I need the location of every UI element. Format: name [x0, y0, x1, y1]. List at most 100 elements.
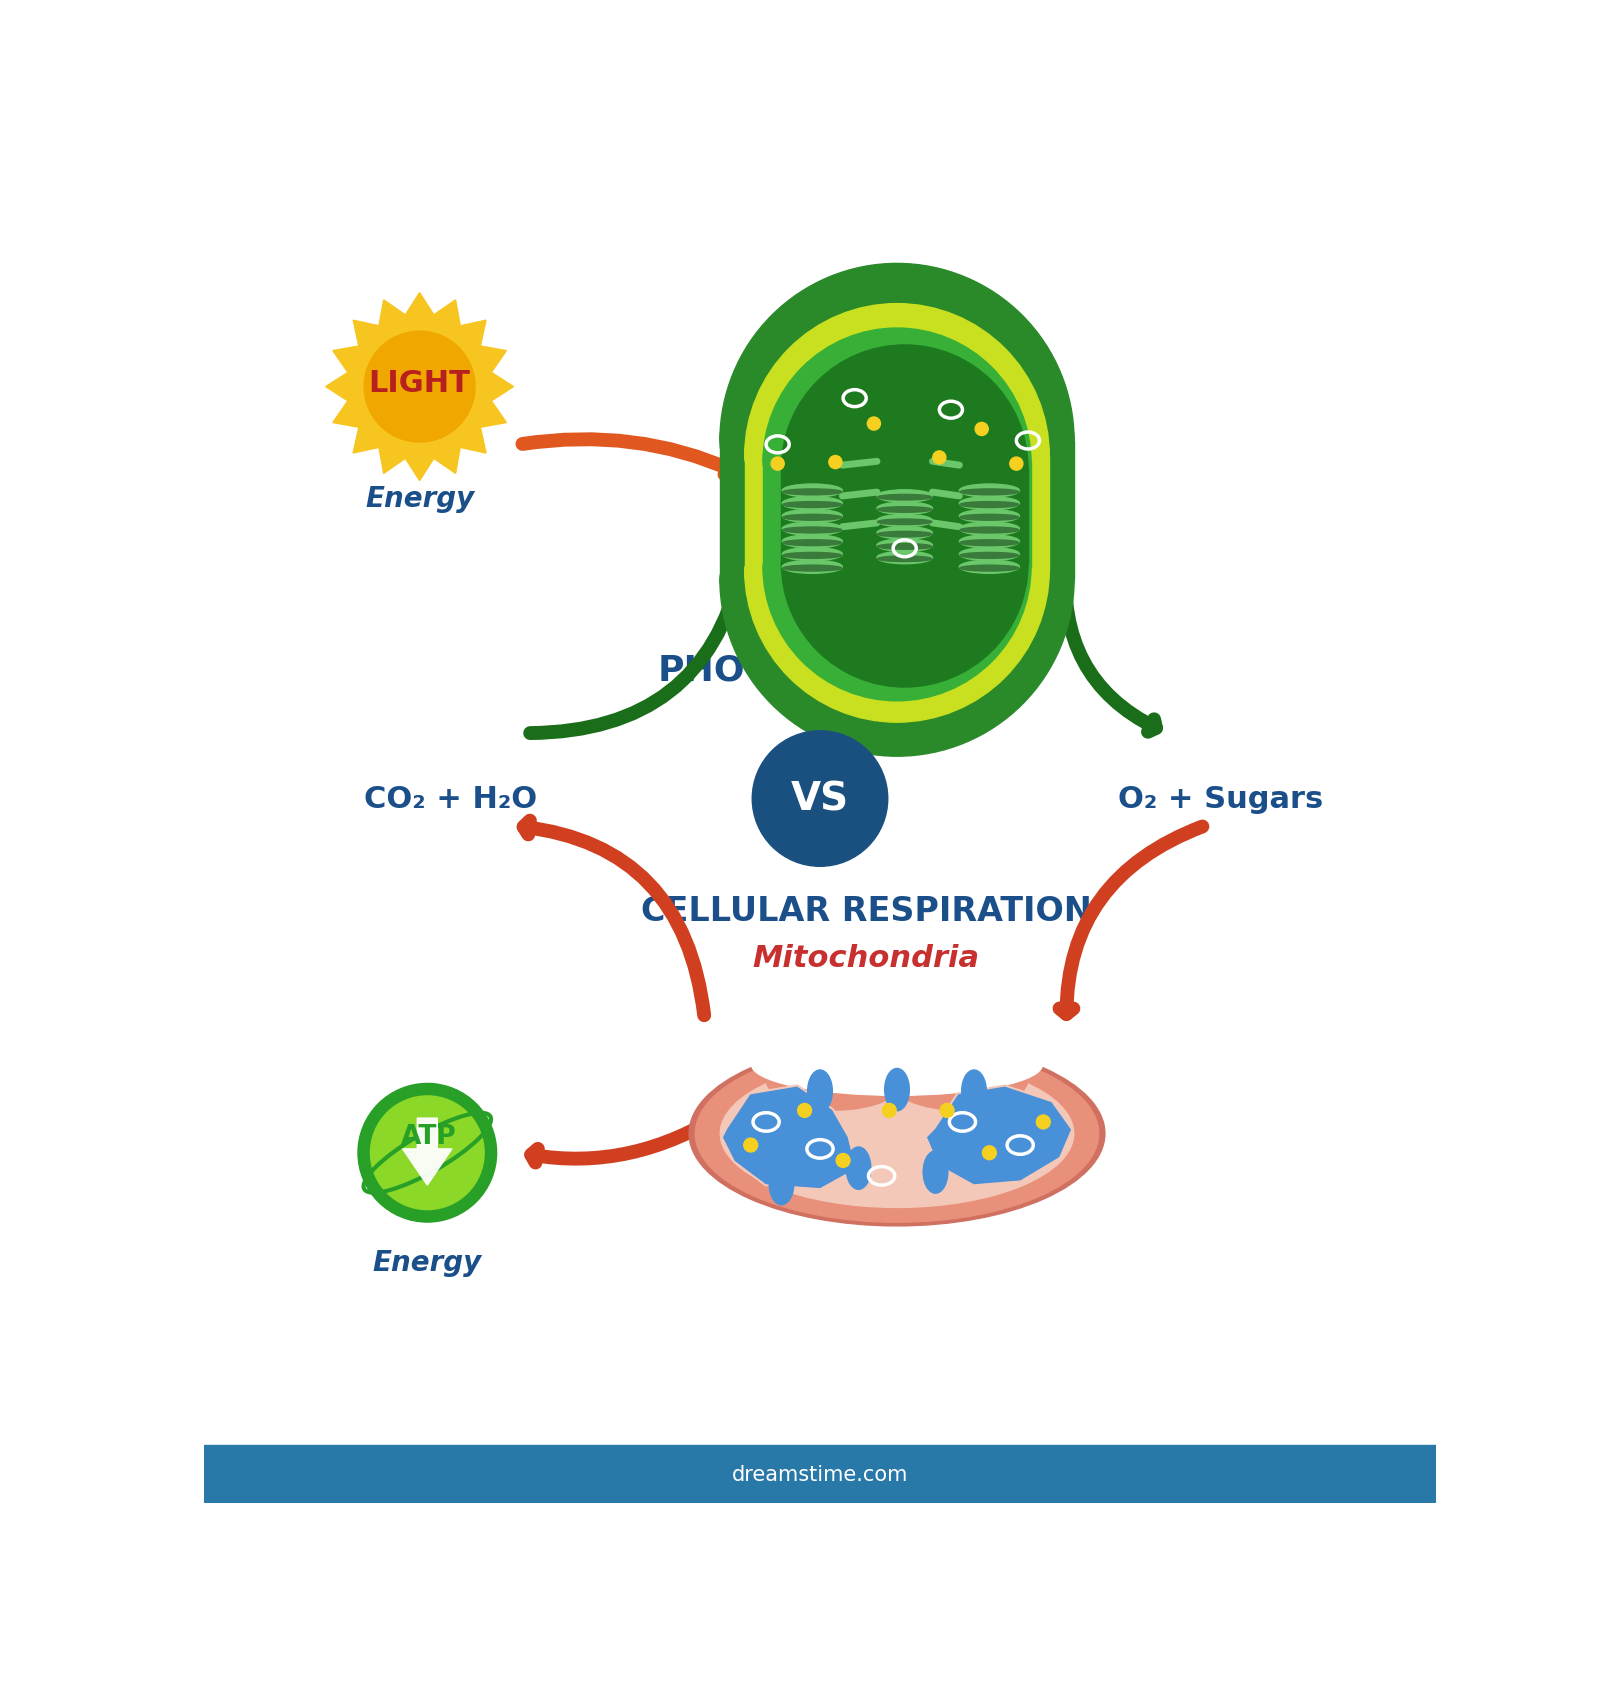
Wedge shape	[720, 579, 1074, 757]
Ellipse shape	[960, 549, 1019, 561]
Text: CO₂ + H₂O: CO₂ + H₂O	[363, 785, 538, 814]
Circle shape	[1010, 458, 1022, 471]
Wedge shape	[744, 304, 1050, 456]
Ellipse shape	[877, 520, 931, 525]
Ellipse shape	[960, 502, 1019, 508]
Wedge shape	[763, 329, 1030, 463]
Ellipse shape	[885, 1069, 909, 1111]
Ellipse shape	[877, 544, 931, 551]
Circle shape	[371, 1096, 485, 1209]
Ellipse shape	[782, 549, 842, 561]
Polygon shape	[326, 294, 514, 481]
Ellipse shape	[782, 566, 842, 571]
Ellipse shape	[808, 1071, 832, 1113]
Polygon shape	[720, 441, 1074, 579]
Circle shape	[752, 731, 888, 866]
Ellipse shape	[770, 1162, 794, 1204]
Ellipse shape	[960, 510, 1019, 524]
Ellipse shape	[960, 540, 1019, 546]
Ellipse shape	[877, 503, 933, 515]
Ellipse shape	[782, 540, 842, 546]
Ellipse shape	[960, 561, 1019, 574]
Text: Energy: Energy	[373, 1248, 482, 1277]
Polygon shape	[763, 463, 1030, 568]
Ellipse shape	[960, 498, 1019, 510]
Ellipse shape	[752, 1034, 1043, 1096]
Ellipse shape	[960, 527, 1019, 534]
Ellipse shape	[877, 532, 931, 537]
Ellipse shape	[962, 1071, 986, 1113]
Ellipse shape	[877, 527, 933, 540]
Ellipse shape	[744, 525, 1050, 616]
Ellipse shape	[877, 515, 933, 527]
Ellipse shape	[960, 552, 1019, 559]
Ellipse shape	[960, 566, 1019, 571]
Circle shape	[982, 1147, 997, 1160]
Ellipse shape	[782, 524, 842, 535]
Ellipse shape	[782, 498, 842, 510]
Ellipse shape	[782, 485, 842, 498]
Polygon shape	[781, 470, 1029, 564]
Ellipse shape	[877, 540, 933, 552]
Circle shape	[365, 333, 475, 443]
Circle shape	[358, 1084, 496, 1223]
Text: LIGHT: LIGHT	[368, 368, 470, 399]
Ellipse shape	[960, 535, 1019, 549]
Ellipse shape	[696, 1045, 1099, 1223]
Ellipse shape	[782, 502, 842, 508]
Ellipse shape	[720, 519, 1074, 642]
Polygon shape	[205, 1446, 1437, 1503]
Wedge shape	[781, 346, 1029, 470]
Polygon shape	[723, 1088, 854, 1187]
Ellipse shape	[877, 490, 933, 503]
Polygon shape	[744, 456, 1050, 571]
Circle shape	[771, 458, 784, 471]
Circle shape	[941, 1105, 954, 1118]
Ellipse shape	[960, 490, 1019, 495]
Circle shape	[829, 456, 842, 470]
Ellipse shape	[843, 1040, 950, 1089]
Ellipse shape	[782, 535, 842, 549]
Circle shape	[352, 319, 488, 454]
Polygon shape	[928, 1088, 1070, 1184]
Text: Mitochondria: Mitochondria	[752, 944, 979, 973]
Ellipse shape	[763, 534, 1030, 601]
Ellipse shape	[690, 1042, 1106, 1226]
Ellipse shape	[781, 426, 1029, 512]
Circle shape	[882, 1105, 896, 1118]
Ellipse shape	[960, 515, 1019, 520]
Circle shape	[837, 1154, 850, 1167]
Ellipse shape	[720, 1061, 1074, 1208]
Text: ATP: ATP	[402, 1123, 456, 1149]
Circle shape	[974, 424, 989, 436]
Wedge shape	[781, 564, 1029, 687]
Ellipse shape	[877, 507, 931, 513]
Ellipse shape	[782, 527, 842, 534]
Ellipse shape	[846, 1147, 870, 1189]
Wedge shape	[763, 568, 1030, 701]
Text: Energy: Energy	[365, 485, 474, 513]
Ellipse shape	[782, 552, 842, 559]
Ellipse shape	[781, 537, 1029, 591]
Ellipse shape	[720, 345, 1074, 539]
Ellipse shape	[877, 557, 931, 562]
Circle shape	[867, 417, 880, 431]
Circle shape	[798, 1105, 811, 1118]
Ellipse shape	[782, 561, 842, 574]
Ellipse shape	[923, 1152, 947, 1194]
Text: VS: VS	[790, 780, 850, 817]
Ellipse shape	[960, 524, 1019, 535]
Circle shape	[744, 1138, 758, 1152]
Ellipse shape	[766, 1049, 904, 1110]
Circle shape	[1037, 1115, 1050, 1130]
Ellipse shape	[960, 485, 1019, 498]
Wedge shape	[744, 571, 1050, 723]
Polygon shape	[403, 1118, 451, 1186]
Ellipse shape	[763, 412, 1030, 513]
Ellipse shape	[890, 1049, 1027, 1110]
Ellipse shape	[877, 552, 933, 564]
Text: dreamstime.com: dreamstime.com	[731, 1464, 909, 1485]
Circle shape	[933, 451, 946, 464]
Wedge shape	[720, 263, 1074, 441]
Ellipse shape	[782, 515, 842, 520]
